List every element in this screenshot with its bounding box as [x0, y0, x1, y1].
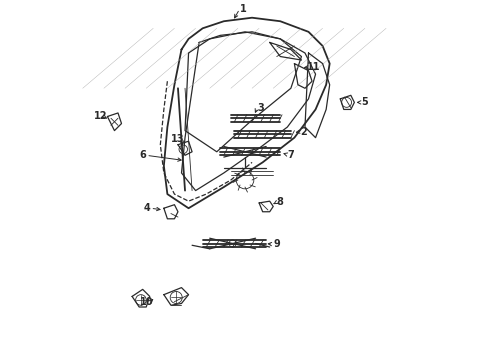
Text: 11: 11 [307, 62, 320, 72]
Text: 3: 3 [258, 103, 264, 113]
Text: 6: 6 [139, 150, 146, 160]
Text: 9: 9 [273, 239, 280, 249]
Text: 13: 13 [171, 134, 185, 144]
Text: 8: 8 [277, 197, 284, 207]
Text: 4: 4 [144, 203, 150, 213]
Text: 2: 2 [300, 127, 307, 137]
Text: 5: 5 [362, 98, 368, 107]
Text: 12: 12 [94, 112, 107, 121]
Text: 7: 7 [288, 150, 294, 159]
Text: 1: 1 [240, 4, 246, 14]
Text: 10: 10 [140, 297, 154, 307]
